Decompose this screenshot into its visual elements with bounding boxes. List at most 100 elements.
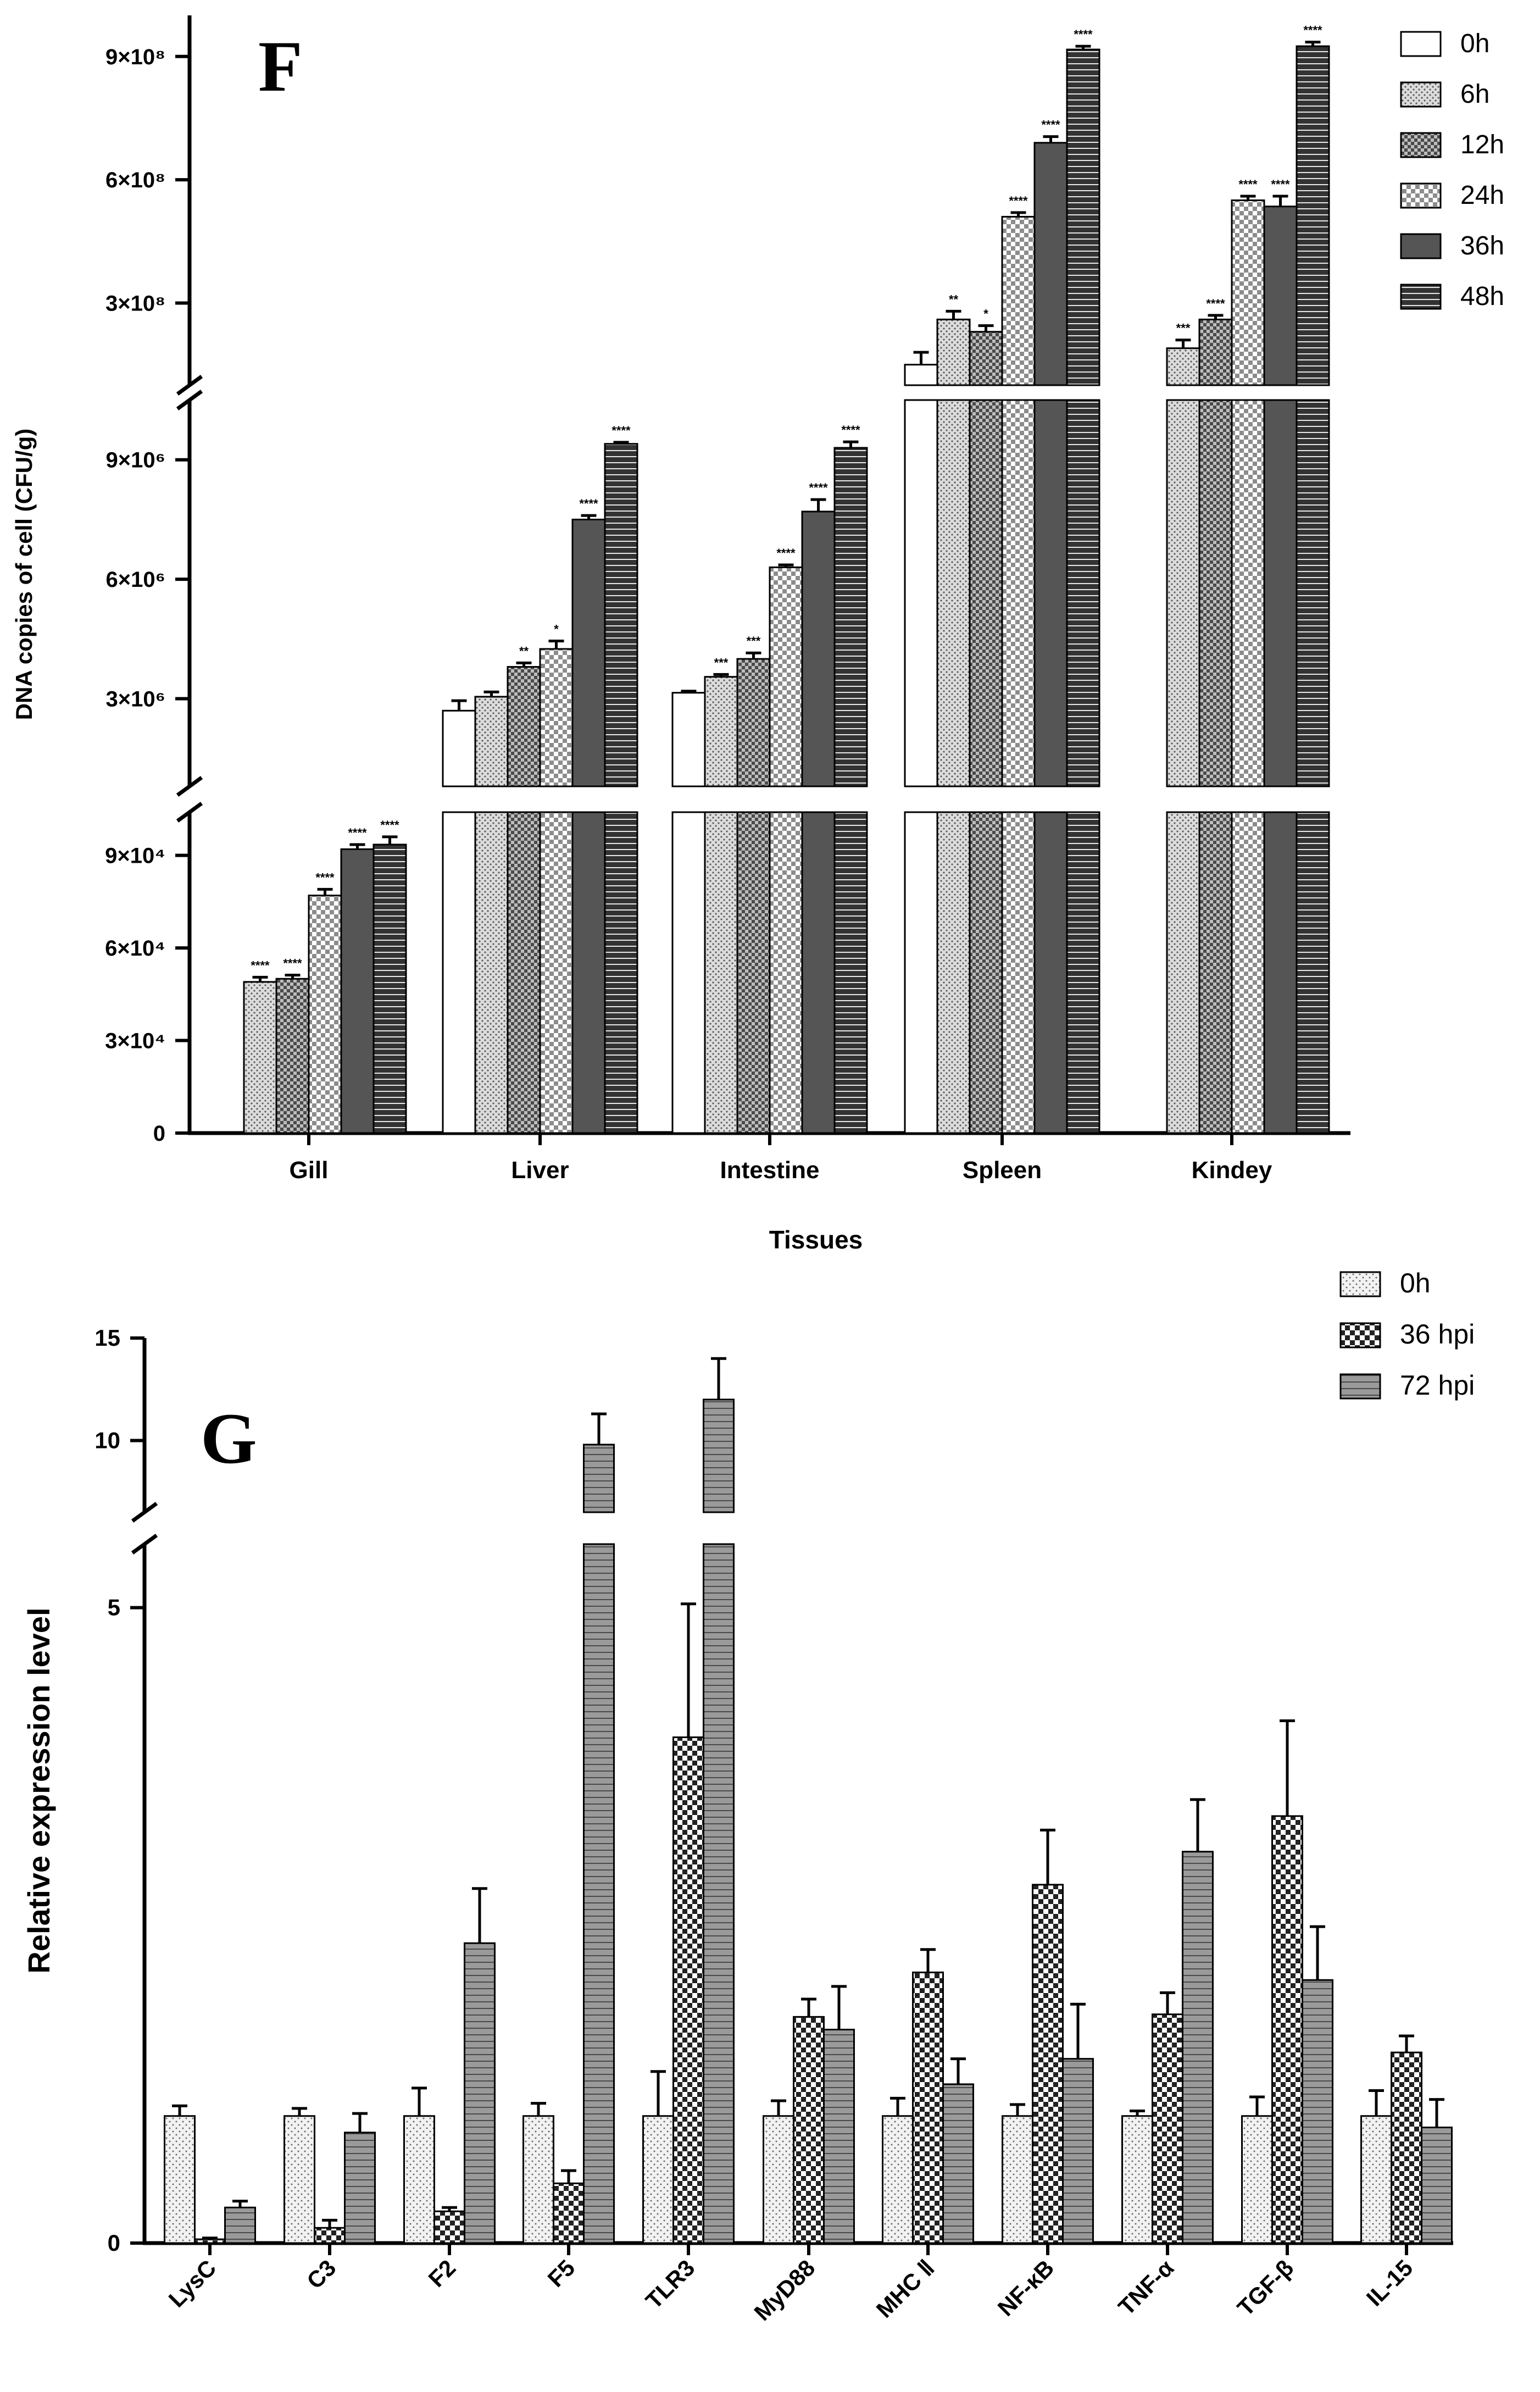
- bar-0h-tgf: [1241, 2115, 1273, 2244]
- axis-break-mark: [131, 1534, 158, 1555]
- legend-swatch-36h: [1400, 233, 1442, 259]
- y-tick-label: 3×10⁸: [105, 291, 165, 315]
- y-tick-label: 10: [94, 1427, 120, 1453]
- y-tick-label: 9×10⁴: [105, 844, 165, 868]
- bar-12h-spleen: [969, 399, 1003, 787]
- bar-0h-spleen: [904, 811, 938, 1134]
- x-category-label-intestine: Intestine: [720, 1157, 820, 1184]
- y-tick-label: 3×10⁶: [105, 687, 165, 712]
- bar-36h-gill: [340, 848, 375, 1134]
- axis-break-mark: [131, 1502, 158, 1523]
- bar-36-hpi-f5: [553, 2182, 585, 2244]
- significance-label: ****: [776, 546, 796, 560]
- bar-24h-gill: [308, 895, 342, 1134]
- panel-letter-g: G: [201, 1398, 257, 1479]
- x-category-label-mhc: MHC Ⅱ: [871, 2255, 939, 2323]
- x-category-label-myd88: MyD88: [749, 2255, 820, 2326]
- x-category-label-tlr3: TLR3: [641, 2255, 699, 2313]
- legend-label-24h: 24h: [1460, 181, 1504, 210]
- bar-6h-gill: [243, 981, 277, 1134]
- x-category-label-nf-b: NF-κB: [993, 2255, 1059, 2321]
- significance-label: ****: [1271, 177, 1290, 191]
- legend-swatch-12h: [1400, 132, 1442, 158]
- bar-72-hpi-tlr3: [703, 1543, 735, 2244]
- bar-24h-spleen: [1001, 215, 1036, 386]
- legend-swatch-72-hpi: [1339, 1373, 1381, 1400]
- bar-36h-spleen: [1033, 142, 1068, 386]
- bar-12h-gill: [275, 978, 310, 1134]
- bar-72-hpi-f5: [583, 1444, 615, 1513]
- x-category-label-liver: Liver: [511, 1157, 569, 1184]
- legend-label-36h: 36h: [1460, 231, 1504, 260]
- y-axis-title: Relative expression level: [21, 1607, 56, 1973]
- bar-6h-spleen: [936, 399, 971, 787]
- bar-36h-liver: [571, 811, 606, 1134]
- chart-g: 0 5 10 15 Relative expression level LysC C3 F2 F…: [21, 1268, 1475, 2326]
- x-axis-title: Tissues: [769, 1225, 863, 1254]
- significance-label: ****: [380, 818, 399, 832]
- y-tick-label: 0: [153, 1122, 165, 1146]
- x-category-label-tgf: TGF-β: [1232, 2255, 1299, 2321]
- bar-36h-kindey: [1263, 811, 1298, 1134]
- bar-48h-spleen: [1066, 811, 1100, 1134]
- bar-0h-intestine: [671, 811, 706, 1134]
- bar-36-hpi-myd88: [793, 2016, 825, 2244]
- y-tick-label: 3×10⁴: [105, 1029, 165, 1053]
- significance-label: ***: [714, 656, 729, 669]
- bar-36-hpi-nf-b: [1032, 1884, 1064, 2244]
- bar-6h-liver: [474, 811, 509, 1134]
- significance-label: ****: [1041, 118, 1060, 132]
- bar-72-hpi-f5: [583, 1543, 615, 2244]
- significance-label: *: [983, 307, 988, 321]
- y-tick-label: 0: [108, 2230, 120, 2256]
- bar-36-hpi-c3: [314, 2227, 346, 2244]
- bar-72-hpi-mhc: [942, 2083, 974, 2244]
- y-axis-title: DNA copies of cell (CFU/g): [11, 429, 37, 720]
- bar-48h-intestine: [833, 447, 868, 787]
- bar-0h-c3: [283, 2115, 315, 2244]
- bar-0h-mhc: [882, 2115, 914, 2244]
- significance-label: ***: [747, 634, 761, 648]
- y-tick-label: 9×10⁸: [105, 45, 165, 69]
- legend-label-12h: 12h: [1460, 130, 1504, 159]
- bar-12h-kindey: [1198, 318, 1233, 386]
- bar-36h-intestine: [801, 510, 836, 787]
- x-category-label-f2: F2: [423, 2255, 460, 2292]
- significance-label: ****: [809, 481, 828, 495]
- axis-break-mark: [176, 776, 203, 797]
- significance-label: ****: [251, 958, 270, 972]
- significance-label: **: [949, 292, 959, 306]
- bar-36-hpi-f2: [433, 2210, 465, 2244]
- bar-36h-kindey: [1263, 206, 1298, 386]
- x-category-label-tnf: TNF-α: [1113, 2255, 1178, 2320]
- significance-label: ****: [315, 870, 335, 884]
- x-category-label-gill: Gill: [290, 1157, 329, 1184]
- bar-0h-intestine: [671, 692, 706, 787]
- y-tick-label: 6×10⁴: [105, 936, 165, 961]
- bar-24h-spleen: [1001, 399, 1036, 787]
- bar-12h-spleen: [969, 331, 1003, 386]
- bar-48h-liver: [604, 443, 638, 787]
- x-category-label-c3: C3: [302, 2255, 341, 2294]
- bar-48h-spleen: [1066, 399, 1100, 787]
- bar-24h-kindey: [1231, 399, 1265, 787]
- significance-label: ****: [1009, 194, 1028, 208]
- x-category-label-f5: F5: [542, 2255, 580, 2292]
- bar-12h-kindey: [1198, 399, 1233, 787]
- bar-48h-kindey: [1296, 811, 1330, 1134]
- bar-72-hpi-il-15: [1421, 2127, 1453, 2244]
- bar-36h-intestine: [801, 811, 836, 1134]
- bar-36h-liver: [571, 518, 606, 787]
- bar-48h-intestine: [833, 811, 868, 1134]
- bar-36-hpi-mhc: [912, 1971, 944, 2244]
- bar-0h-f5: [522, 2115, 554, 2244]
- x-category-label-lysc: LysC: [164, 2255, 221, 2312]
- significance-label: **: [519, 644, 529, 658]
- y-tick-label: 6×10⁶: [105, 568, 165, 592]
- bar-48h-kindey: [1296, 45, 1330, 386]
- bar-6h-spleen: [936, 811, 971, 1134]
- bar-24h-intestine: [769, 566, 803, 787]
- bar-0h-spleen: [904, 364, 938, 386]
- significance-label: ****: [1206, 297, 1225, 310]
